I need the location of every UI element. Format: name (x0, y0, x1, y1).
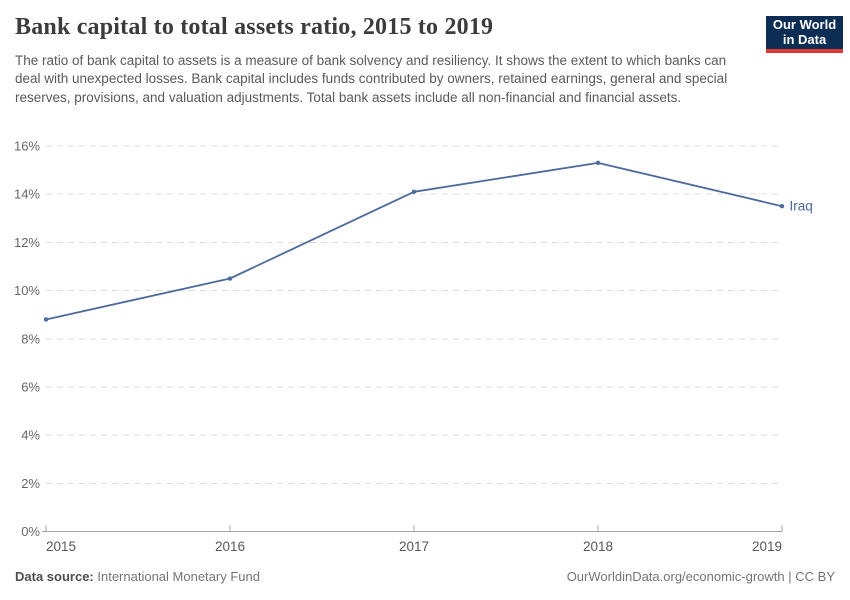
owid-logo-red-strip (766, 49, 843, 53)
data-point[interactable] (779, 204, 785, 209)
owid-url-link[interactable]: OurWorldinData.org/economic-growth (566, 569, 785, 584)
y-axis-label: 16% (14, 139, 40, 154)
y-axis-label: 2% (21, 476, 40, 491)
data-point[interactable] (595, 160, 601, 166)
series-label-iraq[interactable]: Iraq (790, 199, 813, 214)
x-axis-label: 2019 (752, 539, 782, 554)
data-source-value: International Monetary Fund (97, 569, 260, 584)
chart-subtitle: The ratio of bank capital to assets is a… (15, 53, 728, 105)
y-axis-label: 6% (21, 379, 40, 394)
data-source-label: Data source: (15, 569, 94, 584)
owid-logo[interactable]: Our World in Data (766, 16, 843, 53)
data-point[interactable] (43, 317, 49, 322)
license-label: CC BY (795, 569, 835, 584)
data-source-note: Data source: International Monetary Fund (15, 569, 260, 584)
x-axis-label: 2015 (46, 539, 76, 554)
x-axis-label: 2017 (399, 539, 429, 554)
y-axis-label: 12% (14, 235, 40, 250)
data-point[interactable] (411, 189, 417, 194)
owid-logo-line2: in Data (782, 31, 827, 47)
y-axis-label: 8% (21, 331, 40, 346)
attribution-separator: | (784, 569, 796, 584)
y-axis-label: 14% (14, 187, 40, 202)
x-axis-label: 2016 (215, 539, 245, 554)
attribution-note: OurWorldinData.org/economic-growth | CC … (567, 569, 835, 584)
owid-logo-line1: Our World (772, 17, 837, 32)
owid-logo-box: Our World in Data (766, 16, 843, 49)
x-axis-label: 2018 (583, 539, 613, 554)
page-title: Bank capital to total assets ratio, 2015… (15, 14, 494, 40)
data-point[interactable] (227, 276, 233, 281)
y-axis-label: 0% (21, 524, 40, 539)
y-axis-label: 4% (21, 428, 40, 443)
y-axis-label: 10% (14, 283, 40, 298)
trend-line[interactable] (45, 162, 783, 321)
